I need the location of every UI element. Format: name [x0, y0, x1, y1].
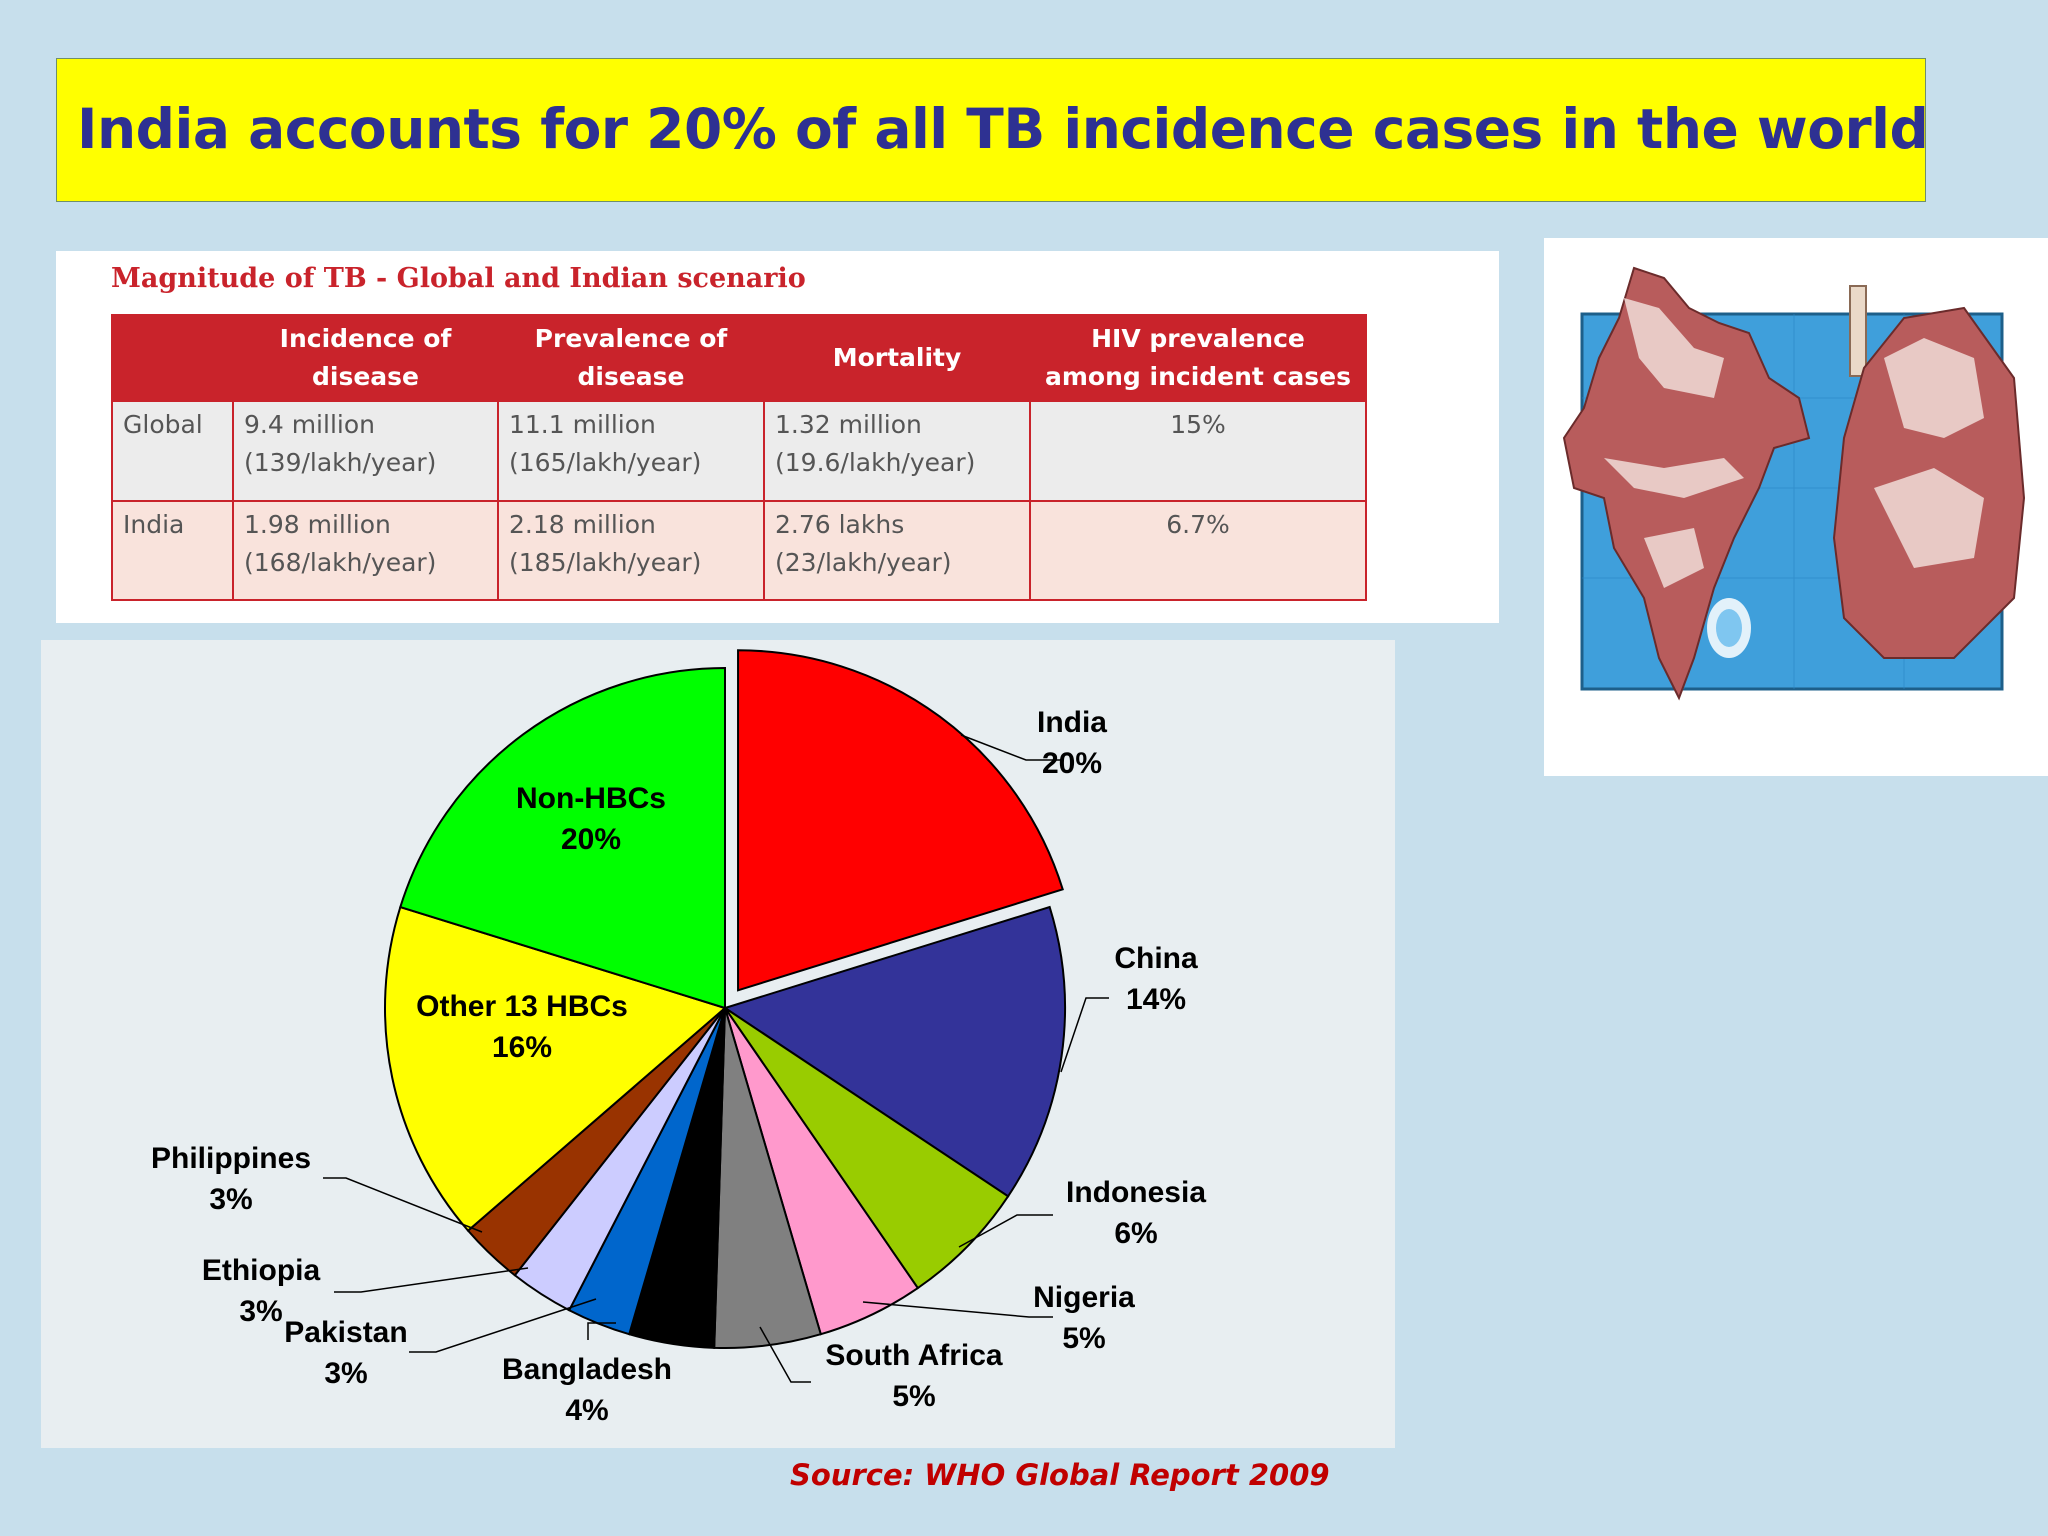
table-heading: Magnitude of TB - Global and Indian scen…: [111, 263, 806, 294]
leader-line: [1060, 997, 1109, 1073]
table-cell: 2.18 million (185/lakh/year): [497, 499, 765, 601]
leader-line: [958, 1214, 1053, 1248]
column-header: Incidence of disease: [232, 314, 499, 402]
source-citation: Source: WHO Global Report 2009: [790, 1458, 1330, 1492]
leader-line: [323, 1177, 483, 1233]
pie-slice-other-13-hbcs: [384, 905, 728, 1233]
cell-rate: (165/lakh/year): [509, 448, 702, 477]
column-header: Prevalence of disease: [497, 314, 765, 402]
slice-label: China 14%: [1114, 942, 1198, 1016]
table-row: Global 9.4 million (139/lakh/year) 11.1 m…: [111, 400, 1367, 502]
table-cell: 15%: [1029, 400, 1367, 502]
title-banner: India accounts for 20% of all TB inciden…: [56, 58, 1929, 202]
table-header-row: Incidence of disease Prevalence of disea…: [111, 314, 1367, 402]
cell-value: 1.98 million: [244, 509, 391, 539]
cell-rate: (23/lakh/year): [775, 547, 952, 577]
slice-label: Philippines 3%: [151, 1142, 311, 1216]
cell-value: 2.76 lakhs: [775, 509, 905, 539]
slice-label: Other 13 HBCs 16%: [416, 990, 628, 1064]
leader-line: [587, 1322, 616, 1340]
leader-line: [409, 1298, 597, 1353]
slice-label: Pakistan 3%: [284, 1316, 407, 1390]
slice-label: Indonesia 6%: [1066, 1176, 1206, 1250]
pie-slice-non-hbcs: [399, 666, 726, 1010]
slice-label: Ethiopia 3%: [202, 1254, 321, 1328]
leader-line: [862, 1301, 1053, 1318]
leader-line: [960, 734, 1061, 761]
table-cell: 2.76 lakhs (23/lakh/year): [763, 499, 1031, 601]
table-cell: 1.98 million (168/lakh/year): [232, 499, 499, 601]
cell-rate: (139/lakh/year): [244, 448, 437, 477]
column-header: HIV prevalence among incident cases: [1029, 314, 1367, 402]
cell-value: 2.18 million: [509, 509, 656, 539]
cell-rate: (185/lakh/year): [509, 547, 702, 577]
tb-magnitude-table: Incidence of disease Prevalence of disea…: [111, 314, 1367, 601]
table-cell: 9.4 million (139/lakh/year): [232, 400, 499, 502]
leader-line: [334, 1267, 529, 1293]
cell-rate: (168/lakh/year): [244, 547, 437, 577]
slice-label: Nigeria 5%: [1033, 1281, 1135, 1355]
cell-value: 9.4 million: [244, 410, 375, 439]
cell-value: 1.32 million: [775, 410, 922, 439]
india-map-lungs-icon: [1562, 266, 2026, 701]
leader-line: [759, 1326, 811, 1383]
pie-slice-china: [722, 905, 1066, 1198]
pie-chart-panel: India 20% China 14% Indonesia 6% Nigeria 5% Sout…: [41, 640, 1395, 1448]
table-row: India 1.98 million (168/lakh/year) 2.18 m…: [111, 499, 1367, 601]
slice-label: Non-HBCs 20%: [516, 782, 666, 856]
slice-label: South Africa 5%: [825, 1339, 1003, 1413]
table-cell: 6.7%: [1029, 499, 1367, 601]
illustration-panel: [1544, 238, 2048, 776]
row-label: India: [111, 499, 234, 601]
slice-label: Bangladesh 4%: [502, 1353, 672, 1427]
column-header: Mortality: [763, 314, 1031, 402]
table-cell: 11.1 million (165/lakh/year): [497, 400, 765, 502]
pie-chart: India 20% China 14% Indonesia 6% Nigeria 5% Sout…: [151, 649, 1206, 1427]
row-label: Global: [111, 400, 234, 502]
cell-rate: (19.6/lakh/year): [775, 448, 976, 477]
slice-label: India 20%: [1037, 706, 1107, 780]
table-cell: 1.32 million (19.6/lakh/year): [763, 400, 1031, 502]
column-header: [111, 314, 234, 402]
pie-slice-indonesia: [724, 1007, 1010, 1290]
pie-slice-india: [737, 649, 1064, 992]
cell-value: 11.1 million: [509, 410, 656, 439]
slide-title: India accounts for 20% of all TB inciden…: [77, 97, 1929, 161]
tb-table-panel: Magnitude of TB - Global and Indian scen…: [56, 251, 1499, 623]
